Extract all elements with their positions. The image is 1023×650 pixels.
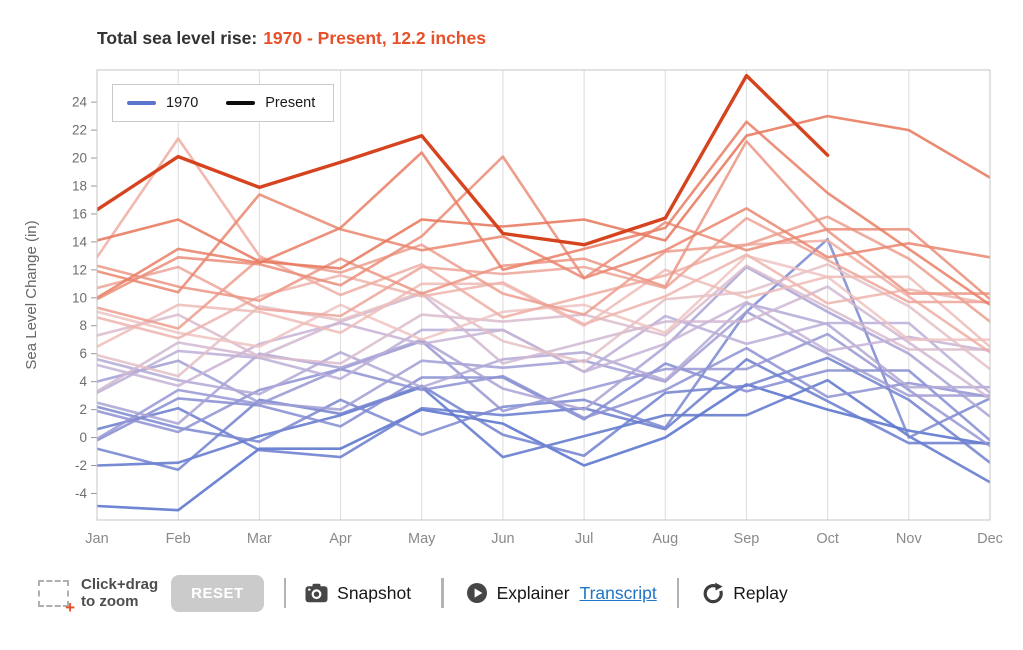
year-line-2020 [97, 120, 990, 307]
y-tick-label: 14 [72, 234, 88, 249]
year-line-1986 [97, 310, 990, 411]
zoom-drag-icon: + [38, 579, 75, 616]
year-line-1972 [97, 378, 990, 484]
y-tick-label: 24 [72, 95, 88, 110]
legend-item-present: Present [226, 95, 315, 111]
y-tick-label: 8 [79, 318, 87, 333]
legend-label-present: Present [265, 95, 316, 111]
y-axis-title: Sea Level Change (in) [23, 220, 40, 369]
y-tick-label: 20 [72, 151, 87, 166]
x-tick-label: Sep [734, 531, 760, 547]
transcript-link[interactable]: Transcript [579, 582, 657, 603]
snapshot-button[interactable]: Snapshot [305, 583, 411, 604]
zoom-hint-line2: to zoom [81, 593, 139, 610]
sea-level-chart[interactable]: Jan Feb Mar Apr May Jun Jul Aug Sep Oct Nov Dec -4 -2… [0, 0, 1023, 565]
replay-button[interactable]: Replay [702, 582, 788, 604]
legend-label-1970: 1970 [166, 95, 199, 111]
toolbar-divider [283, 578, 287, 608]
x-tick-label: Feb [166, 531, 191, 547]
page-title-highlight: 1970 - Present, 12.2 inches [263, 28, 486, 48]
year-line-1984 [97, 332, 990, 448]
year-line-2010 [97, 216, 990, 318]
chart-legend: 1970 Present [112, 84, 335, 122]
toolbar-divider [676, 578, 680, 608]
y-tick-label: 4 [79, 374, 87, 389]
y-tick-label: 22 [72, 123, 87, 138]
legend-swatch-present [226, 100, 256, 106]
legend-swatch-1970 [127, 100, 156, 106]
explainer-label: Explainer [496, 582, 570, 603]
year-line-2022 [97, 114, 990, 270]
year-line-2012 [97, 215, 990, 330]
year-line-2018 [97, 193, 990, 294]
year-line-2000 [97, 263, 990, 378]
y-tick-label: 16 [72, 206, 87, 221]
snapshot-label: Snapshot [337, 582, 412, 603]
y-tick-label: -4 [75, 486, 87, 501]
year-line-1980 [97, 362, 990, 442]
reset-button[interactable]: RESET [171, 574, 264, 612]
y-tick-label: 6 [79, 346, 87, 361]
x-tick-label: Dec [977, 531, 1003, 547]
y-tick-label: 18 [72, 178, 87, 193]
x-tick-label: Apr [329, 531, 352, 547]
explainer-button[interactable]: Explainer [466, 582, 570, 604]
y-tick-label: 12 [72, 262, 87, 277]
year-line-2008 [97, 137, 990, 354]
year-line-2016 [97, 155, 990, 301]
year-line-2002 [97, 254, 990, 348]
x-tick-label: Nov [896, 531, 923, 547]
legend-item-1970: 1970 [127, 95, 198, 111]
zoom-plus-icon: + [65, 597, 75, 617]
replay-label: Replay [733, 582, 788, 603]
x-tick-label: Oct [816, 531, 839, 547]
year-line-2014 [97, 140, 990, 302]
plot-border [96, 69, 991, 521]
page-title-prefix: Total sea level rise: [97, 28, 258, 48]
x-tick-label: Jan [85, 531, 108, 547]
x-tick-label: Mar [247, 531, 272, 547]
y-tick-label: 2 [79, 402, 87, 417]
y-tick-label: 0 [79, 430, 87, 445]
year-line-1976 [97, 356, 990, 471]
year-line-1998 [97, 264, 990, 365]
year-line-1990 [97, 302, 990, 396]
x-tick-label: Jul [575, 531, 594, 547]
year-line-1996 [97, 285, 990, 400]
toolbar-divider [441, 578, 444, 608]
x-tick-label: Aug [652, 531, 678, 547]
replay-icon [703, 582, 723, 604]
x-tick-label: Jun [491, 531, 514, 547]
year-line-1974 [97, 358, 990, 459]
toolbar: + Click+drag to zoom RESET Snapshot E [38, 574, 788, 616]
y-tick-label: -2 [75, 458, 87, 473]
play-icon [466, 583, 487, 603]
page-title: Total sea level rise: 1970 - Present, 12.… [97, 28, 486, 49]
present-line [97, 73, 830, 247]
x-tick-label: May [408, 531, 436, 547]
zoom-hint: Click+drag to zoom [81, 576, 158, 611]
year-line-1988 [97, 265, 990, 425]
camera-icon [305, 583, 328, 603]
zoom-hint-line1: Click+drag [81, 575, 159, 593]
y-tick-label: 10 [72, 290, 87, 305]
